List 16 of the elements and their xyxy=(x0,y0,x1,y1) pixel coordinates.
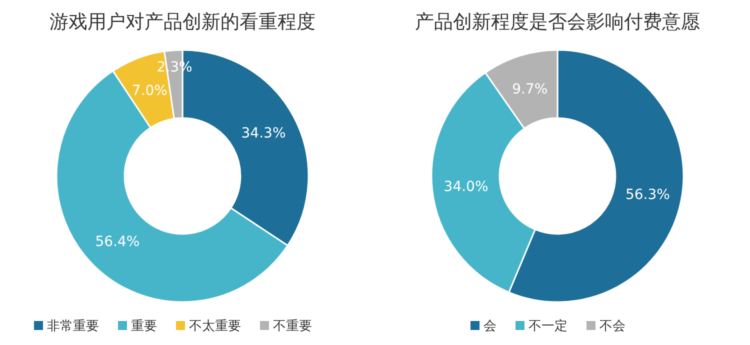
legend-label: 不重要 xyxy=(273,319,312,334)
data-label: 56.4% xyxy=(95,234,140,250)
chart-title: 产品创新程度是否会影响付费意愿 xyxy=(415,11,700,33)
legend-label: 会 xyxy=(484,319,496,334)
data-label: 2.3% xyxy=(156,59,192,76)
legend-label: 不一定 xyxy=(528,319,568,334)
legend-label: 不太重要 xyxy=(189,319,241,334)
legend-label: 重要 xyxy=(131,319,157,334)
data-label: 7.0% xyxy=(132,83,168,100)
data-label: 34.3% xyxy=(241,125,286,142)
chart-title: 游戏用户对产品创新的看重程度 xyxy=(50,11,316,33)
legend-label: 非常重要 xyxy=(47,319,99,334)
legend-label: 不会 xyxy=(600,319,626,334)
data-label: 34.0% xyxy=(444,178,488,195)
data-label: 9.7% xyxy=(512,81,548,98)
data-label: 56.3% xyxy=(625,187,670,204)
